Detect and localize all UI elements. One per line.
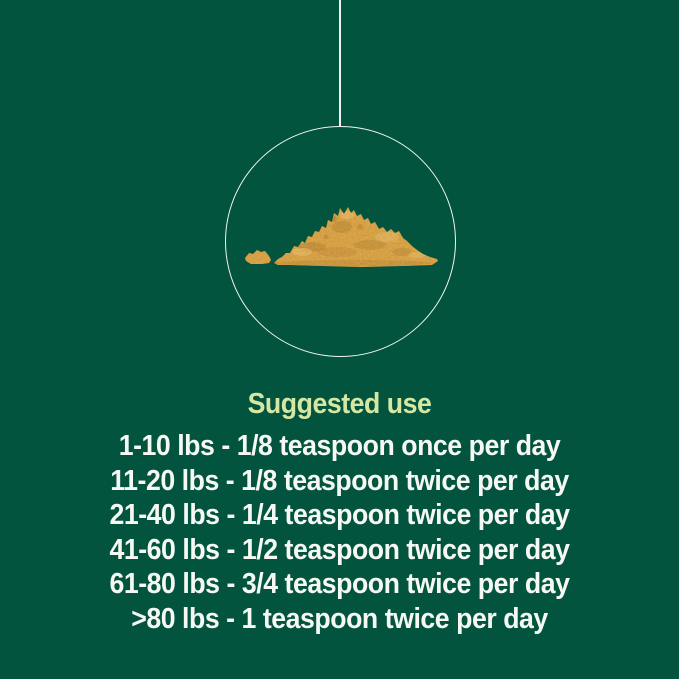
dosage-list: 1-10 lbs - 1/8 teaspoon once per day 11-… <box>0 429 679 637</box>
dosage-line-4: 41-60 lbs - 1/2 teaspoon twice per day <box>109 533 570 566</box>
dosage-line-6: >80 lbs - 1 teaspoon twice per day <box>131 602 548 635</box>
dosage-line-3: 21-40 lbs - 1/4 teaspoon twice per day <box>109 499 570 532</box>
powder-circle-frame <box>225 126 456 357</box>
dosage-line-5: 61-80 lbs - 3/4 teaspoon twice per day <box>109 568 570 601</box>
dosage-line-1: 1-10 lbs - 1/8 teaspoon once per day <box>118 430 561 462</box>
powder-pile-illustration <box>245 207 438 267</box>
hanging-line <box>339 0 341 127</box>
dosage-line-2: 11-20 lbs - 1/8 teaspoon twice per day <box>110 464 569 497</box>
section-heading: Suggested use <box>247 388 432 420</box>
